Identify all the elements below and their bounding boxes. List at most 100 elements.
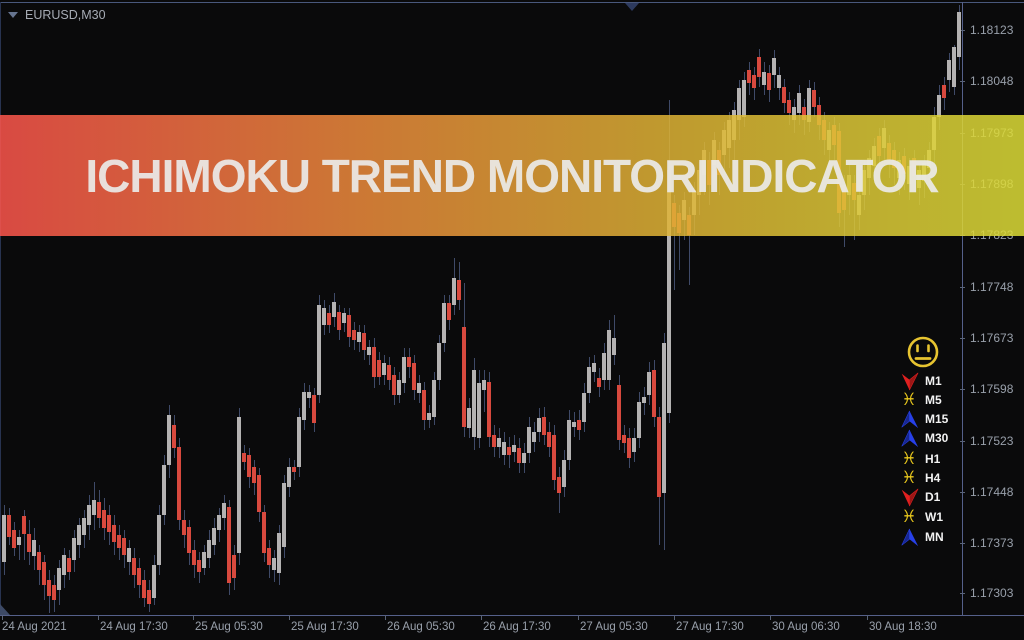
candle: [12, 530, 16, 548]
candle: [522, 453, 526, 463]
pisces-icon: ♓: [901, 448, 917, 469]
candle: [237, 417, 241, 553]
candle: [497, 438, 501, 447]
candle: [647, 372, 651, 395]
candle: [397, 380, 401, 395]
price-label: 1.18123: [970, 23, 1014, 37]
time-tick: [578, 615, 579, 620]
timeframe-label: M30: [925, 431, 949, 445]
candle: [217, 515, 221, 530]
timeframe-row-w1: ♓ W1: [896, 507, 960, 527]
pisces-icon: ♓: [901, 506, 917, 527]
candle: [197, 560, 201, 572]
candle: [387, 365, 391, 380]
price-tick: [960, 30, 965, 31]
candle: [32, 540, 36, 556]
time-tick: [385, 615, 386, 620]
time-label: 27 Aug 05:30: [580, 621, 648, 633]
window-left-border: [0, 2, 1, 615]
time-label: 26 Aug 05:30: [387, 621, 455, 633]
candle: [462, 327, 466, 427]
timeframe-label: H4: [925, 471, 941, 485]
candle: [537, 418, 541, 432]
candle: [472, 370, 476, 437]
candle: [807, 88, 811, 122]
candle: [607, 330, 611, 380]
candle: [442, 303, 446, 343]
candle: [97, 502, 101, 518]
candle: [62, 555, 66, 575]
candle: [167, 415, 171, 465]
candle: [642, 397, 646, 403]
price-tick: [960, 338, 965, 339]
candle: [77, 525, 81, 545]
candle: [347, 315, 351, 337]
candle: [567, 420, 571, 460]
candle: [622, 435, 626, 443]
arrow-down-icon: [896, 371, 922, 391]
price-tick: [960, 593, 965, 594]
candle: [747, 70, 751, 83]
candle: [802, 107, 806, 120]
chart-area[interactable]: [0, 3, 961, 615]
time-label: 26 Aug 17:30: [483, 621, 551, 633]
candle: [632, 438, 636, 452]
candle: [112, 525, 116, 542]
candle: [27, 534, 31, 552]
candle: [952, 47, 956, 87]
candle: [797, 93, 801, 113]
banner-overlay: ICHIMOKU TREND MONITORINDICATOR: [0, 115, 1024, 236]
timeframe-row-mn: MN: [896, 527, 960, 547]
candle: [507, 447, 511, 455]
candle: [287, 467, 291, 487]
price-label: 1.17303: [970, 586, 1014, 600]
time-label: 25 Aug 17:30: [291, 621, 359, 633]
price-tick: [960, 389, 965, 390]
candle: [42, 562, 46, 585]
candle: [92, 500, 96, 515]
candle: [277, 533, 281, 573]
candle: [552, 435, 556, 480]
candle: [172, 425, 176, 448]
price-tick: [960, 441, 965, 442]
candle: [767, 73, 771, 90]
price-tick: [960, 81, 965, 82]
timeframe-row-m15: M15: [896, 409, 960, 429]
chart-shift-marker-icon[interactable]: [625, 3, 639, 11]
timeframe-label: MN: [925, 530, 944, 544]
candle: [407, 357, 411, 367]
price-tick: [960, 492, 965, 493]
candle: [382, 363, 386, 375]
price-label: 1.17748: [970, 280, 1014, 294]
candle: [772, 58, 776, 75]
candle: [782, 87, 786, 103]
candle: [162, 465, 166, 515]
candle: [137, 568, 141, 585]
time-tick: [770, 615, 771, 620]
candle: [617, 385, 621, 440]
candle: [492, 435, 496, 447]
time-tick: [289, 615, 290, 620]
candle: [202, 552, 206, 568]
candle: [577, 420, 581, 430]
candle: [152, 565, 156, 598]
timeframe-row-h4: ♓ H4: [896, 468, 960, 488]
candle: [177, 447, 181, 520]
candle: [792, 107, 796, 120]
timeframe-row-m5: ♓ M5: [896, 390, 960, 410]
arrow-up-icon: [896, 428, 922, 448]
candle: [247, 455, 251, 477]
candle: [742, 80, 746, 117]
time-tick: [193, 615, 194, 620]
candle: [122, 538, 126, 555]
neutral-smiley-icon: [907, 336, 939, 368]
candle: [322, 308, 326, 325]
candle: [242, 453, 246, 462]
candle: [652, 370, 656, 417]
time-label: 30 Aug 18:30: [869, 621, 937, 633]
candle: [402, 357, 406, 383]
candle: [942, 85, 946, 98]
candle: [192, 550, 196, 565]
candle: [547, 432, 551, 447]
